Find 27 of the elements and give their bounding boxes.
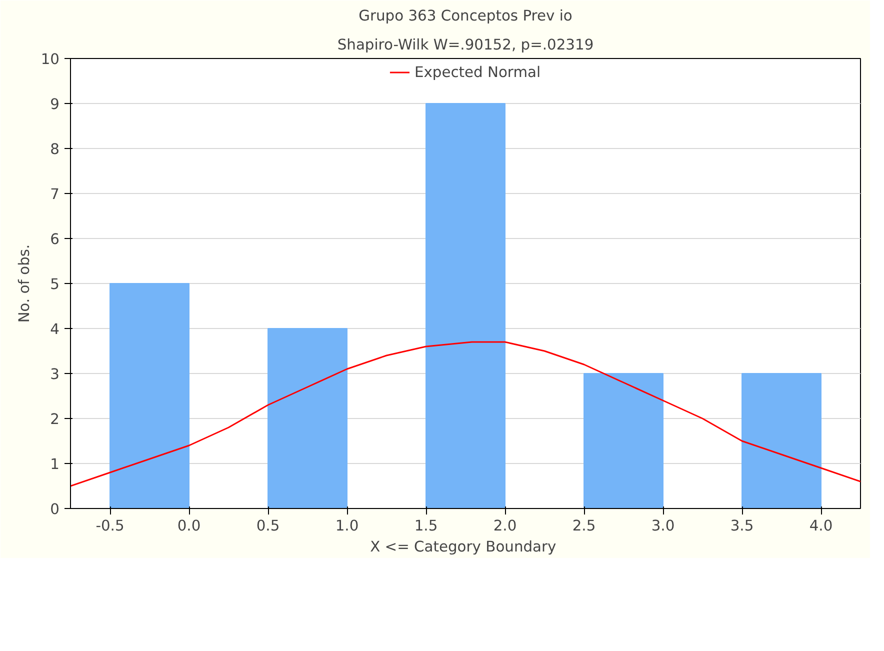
x-tick-label: 4.0 bbox=[809, 518, 833, 534]
y-tick-label: 9 bbox=[50, 96, 60, 113]
y-tick-label: 5 bbox=[50, 276, 60, 293]
x-tick-label: 1.5 bbox=[414, 518, 438, 534]
y-tick-label: 0 bbox=[50, 501, 60, 518]
x-tick-label: 1.0 bbox=[335, 518, 359, 534]
x-tick-label: -0.5 bbox=[96, 518, 124, 534]
y-tick-label: 10 bbox=[40, 51, 60, 68]
x-tick-label: 2.0 bbox=[493, 518, 517, 534]
x-tick-label: 0.0 bbox=[177, 518, 201, 534]
x-tick-label: 2.5 bbox=[572, 518, 596, 534]
chart-subtitle: Shapiro-Wilk W=.90152, p=.02319 bbox=[337, 36, 594, 54]
y-tick-label: 6 bbox=[50, 231, 60, 248]
chart-title: Grupo 363 Conceptos Prev io bbox=[358, 8, 572, 24]
x-tick-label: 3.0 bbox=[651, 518, 675, 534]
y-tick-label: 7 bbox=[50, 186, 60, 203]
y-tick-label: 8 bbox=[50, 141, 60, 158]
x-axis-title: X <= Category Boundary bbox=[370, 538, 557, 556]
y-tick-label: 2 bbox=[50, 411, 60, 428]
y-tick-label: 1 bbox=[50, 456, 60, 473]
legend-label: Expected Normal bbox=[414, 64, 541, 80]
x-tick-label: 0.5 bbox=[256, 518, 280, 534]
y-tick-label: 3 bbox=[50, 366, 60, 383]
y-axis-title: No. of obs. bbox=[16, 244, 33, 323]
y-tick-label: 4 bbox=[50, 321, 60, 338]
line-series bbox=[70, 341, 860, 487]
x-tick-label: 3.5 bbox=[730, 518, 754, 534]
